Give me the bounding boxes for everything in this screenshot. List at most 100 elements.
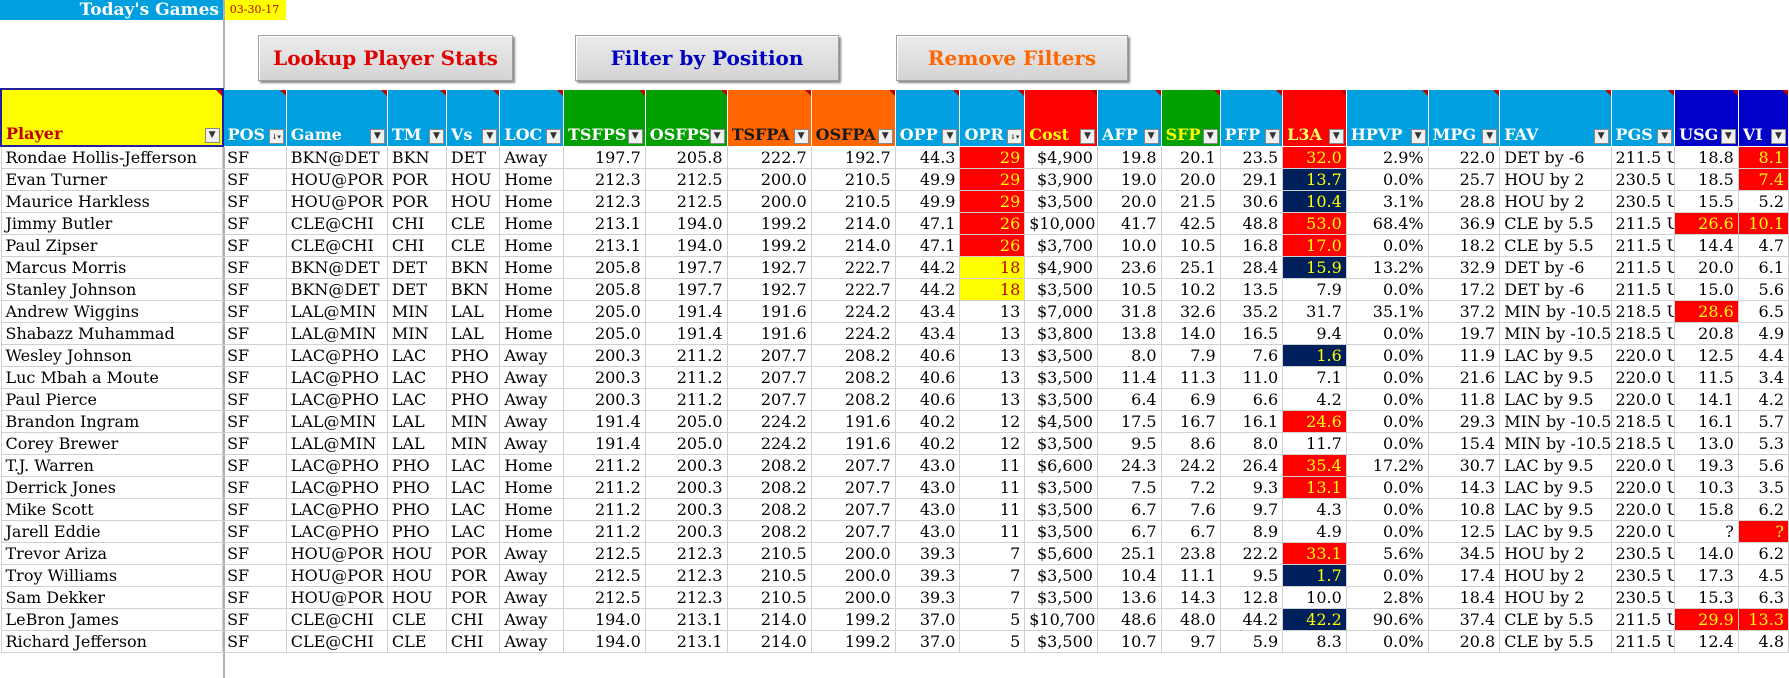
cell-tsfps[interactable]: 212.3 xyxy=(562,189,646,213)
cell-tm[interactable]: LAC xyxy=(386,387,447,411)
filter-dropdown-icon[interactable]: ▼ xyxy=(1079,128,1095,144)
cell-fav[interactable]: DET by -6 xyxy=(1499,277,1612,301)
cell-vs[interactable]: POR xyxy=(445,563,501,587)
cell-vi[interactable]: 3.4 xyxy=(1737,365,1789,389)
cell-l3a[interactable]: 33.1 xyxy=(1282,541,1347,565)
cell-afp[interactable]: 6.4 xyxy=(1096,387,1162,411)
cell-mpg[interactable]: 37.2 xyxy=(1427,299,1501,323)
cell-player[interactable]: Maurice Harkless xyxy=(0,189,224,213)
cell-vs[interactable]: CHI xyxy=(445,629,501,653)
cell-opr[interactable]: 5 xyxy=(959,629,1026,653)
column-header-fav[interactable]: FAV ▼ xyxy=(1499,88,1612,147)
cell-mpg[interactable]: 20.8 xyxy=(1427,629,1501,653)
cell-usg[interactable]: 20.8 xyxy=(1674,321,1739,345)
cell-hpvp[interactable]: 35.1% xyxy=(1345,299,1429,323)
cell-opr[interactable]: 11 xyxy=(959,475,1026,499)
cell-cost[interactable]: $3,500 xyxy=(1024,277,1098,301)
cell-loc[interactable]: Away xyxy=(499,365,564,389)
cell-usg[interactable]: 16.1 xyxy=(1674,409,1739,433)
cell-player[interactable]: Jarell Eddie xyxy=(0,519,224,543)
cell-loc[interactable]: Home xyxy=(499,189,564,213)
cell-opp[interactable]: 44.2 xyxy=(894,277,961,301)
cell-fav[interactable]: LAC by 9.5 xyxy=(1499,343,1612,367)
cell-tm[interactable]: MIN xyxy=(386,321,447,345)
cell-loc[interactable]: Home xyxy=(499,255,564,279)
cell-mpg[interactable]: 30.7 xyxy=(1427,453,1501,477)
cell-pfp[interactable]: 16.1 xyxy=(1219,409,1284,433)
cell-hpvp[interactable]: 17.2% xyxy=(1345,453,1429,477)
cell-afp[interactable]: 7.5 xyxy=(1096,475,1162,499)
cell-tsfpa[interactable]: 222.7 xyxy=(726,145,812,169)
cell-opr[interactable]: 18 xyxy=(959,277,1026,301)
cell-vi[interactable]: 5.3 xyxy=(1737,431,1789,455)
cell-opp[interactable]: 40.2 xyxy=(894,431,961,455)
column-header-l3a[interactable]: L3A ▼ xyxy=(1282,88,1347,147)
cell-opp[interactable]: 44.2 xyxy=(894,255,961,279)
cell-tsfps[interactable]: 194.0 xyxy=(562,629,646,653)
cell-hpvp[interactable]: 5.6% xyxy=(1345,541,1429,565)
cell-pfp[interactable]: 9.7 xyxy=(1219,497,1284,521)
column-header-vs[interactable]: Vs ▼ xyxy=(445,88,501,147)
cell-hpvp[interactable]: 0.0% xyxy=(1345,629,1429,653)
cell-tm[interactable]: PHO xyxy=(386,497,447,521)
cell-player[interactable]: Paul Pierce xyxy=(0,387,224,411)
cell-osfpa[interactable]: 208.2 xyxy=(810,387,896,411)
column-header-osfpa[interactable]: OSFPA ▼ xyxy=(810,88,896,147)
cell-tm[interactable]: CHI xyxy=(386,211,447,235)
cell-usg[interactable]: 12.4 xyxy=(1674,629,1739,653)
cell-game[interactable]: LAC@PHO xyxy=(285,497,388,521)
cell-tsfps[interactable]: 205.8 xyxy=(562,255,646,279)
cell-game[interactable]: CLE@CHI xyxy=(285,211,388,235)
cell-opr[interactable]: 7 xyxy=(959,585,1026,609)
column-header-sfp[interactable]: SFP ▼ xyxy=(1160,88,1221,147)
cell-osfps[interactable]: 191.4 xyxy=(644,321,728,345)
cell-tsfpa[interactable]: 200.0 xyxy=(726,189,812,213)
cell-afp[interactable]: 31.8 xyxy=(1096,299,1162,323)
cell-loc[interactable]: Away xyxy=(499,409,564,433)
cell-mpg[interactable]: 36.9 xyxy=(1427,211,1501,235)
cell-vi[interactable]: 8.1 xyxy=(1737,145,1789,169)
cell-sfp[interactable]: 14.3 xyxy=(1160,585,1221,609)
cell-tsfpa[interactable]: 208.2 xyxy=(726,475,812,499)
cell-afp[interactable]: 10.4 xyxy=(1096,563,1162,587)
cell-loc[interactable]: Home xyxy=(499,475,564,499)
cell-pgs[interactable]: 230.5 U xyxy=(1610,167,1676,191)
cell-opp[interactable]: 43.4 xyxy=(894,321,961,345)
cell-osfpa[interactable]: 191.6 xyxy=(810,431,896,455)
cell-l3a[interactable]: 13.7 xyxy=(1282,167,1347,191)
cell-vi[interactable]: ? xyxy=(1737,519,1789,543)
cell-osfpa[interactable]: 208.2 xyxy=(810,365,896,389)
cell-afp[interactable]: 48.6 xyxy=(1096,607,1162,631)
cell-sfp[interactable]: 6.7 xyxy=(1160,519,1221,543)
cell-osfps[interactable]: 212.5 xyxy=(644,189,728,213)
cell-afp[interactable]: 17.5 xyxy=(1096,409,1162,433)
cell-vs[interactable]: PHO xyxy=(445,343,501,367)
remove-filters-button[interactable]: Remove Filters xyxy=(896,35,1128,81)
cell-opp[interactable]: 40.2 xyxy=(894,409,961,433)
cell-pos[interactable]: SF xyxy=(222,255,287,279)
cell-hpvp[interactable]: 0.0% xyxy=(1345,387,1429,411)
cell-loc[interactable]: Away xyxy=(499,145,564,169)
cell-vi[interactable]: 6.2 xyxy=(1737,497,1789,521)
cell-opp[interactable]: 49.9 xyxy=(894,189,961,213)
cell-sfp[interactable]: 11.1 xyxy=(1160,563,1221,587)
cell-usg[interactable]: 15.3 xyxy=(1674,585,1739,609)
cell-vs[interactable]: POR xyxy=(445,541,501,565)
cell-mpg[interactable]: 32.9 xyxy=(1427,255,1501,279)
cell-tm[interactable]: CLE xyxy=(386,629,447,653)
cell-player[interactable]: Rondae Hollis-Jefferson xyxy=(0,145,224,169)
cell-mpg[interactable]: 11.8 xyxy=(1427,387,1501,411)
cell-fav[interactable]: CLE by 5.5 xyxy=(1499,607,1612,631)
cell-pfp[interactable]: 23.5 xyxy=(1219,145,1284,169)
cell-osfps[interactable]: 212.3 xyxy=(644,563,728,587)
cell-osfpa[interactable]: 210.5 xyxy=(810,167,896,191)
cell-opr[interactable]: 11 xyxy=(959,519,1026,543)
cell-pgs[interactable]: 230.5 U xyxy=(1610,585,1676,609)
cell-vs[interactable]: LAC xyxy=(445,475,501,499)
cell-l3a[interactable]: 10.4 xyxy=(1282,189,1347,213)
cell-pgs[interactable]: 220.0 U xyxy=(1610,497,1676,521)
cell-tm[interactable]: PHO xyxy=(386,475,447,499)
cell-loc[interactable]: Away xyxy=(499,343,564,367)
cell-game[interactable]: HOU@POR xyxy=(285,541,388,565)
cell-cost[interactable]: $7,000 xyxy=(1024,299,1098,323)
